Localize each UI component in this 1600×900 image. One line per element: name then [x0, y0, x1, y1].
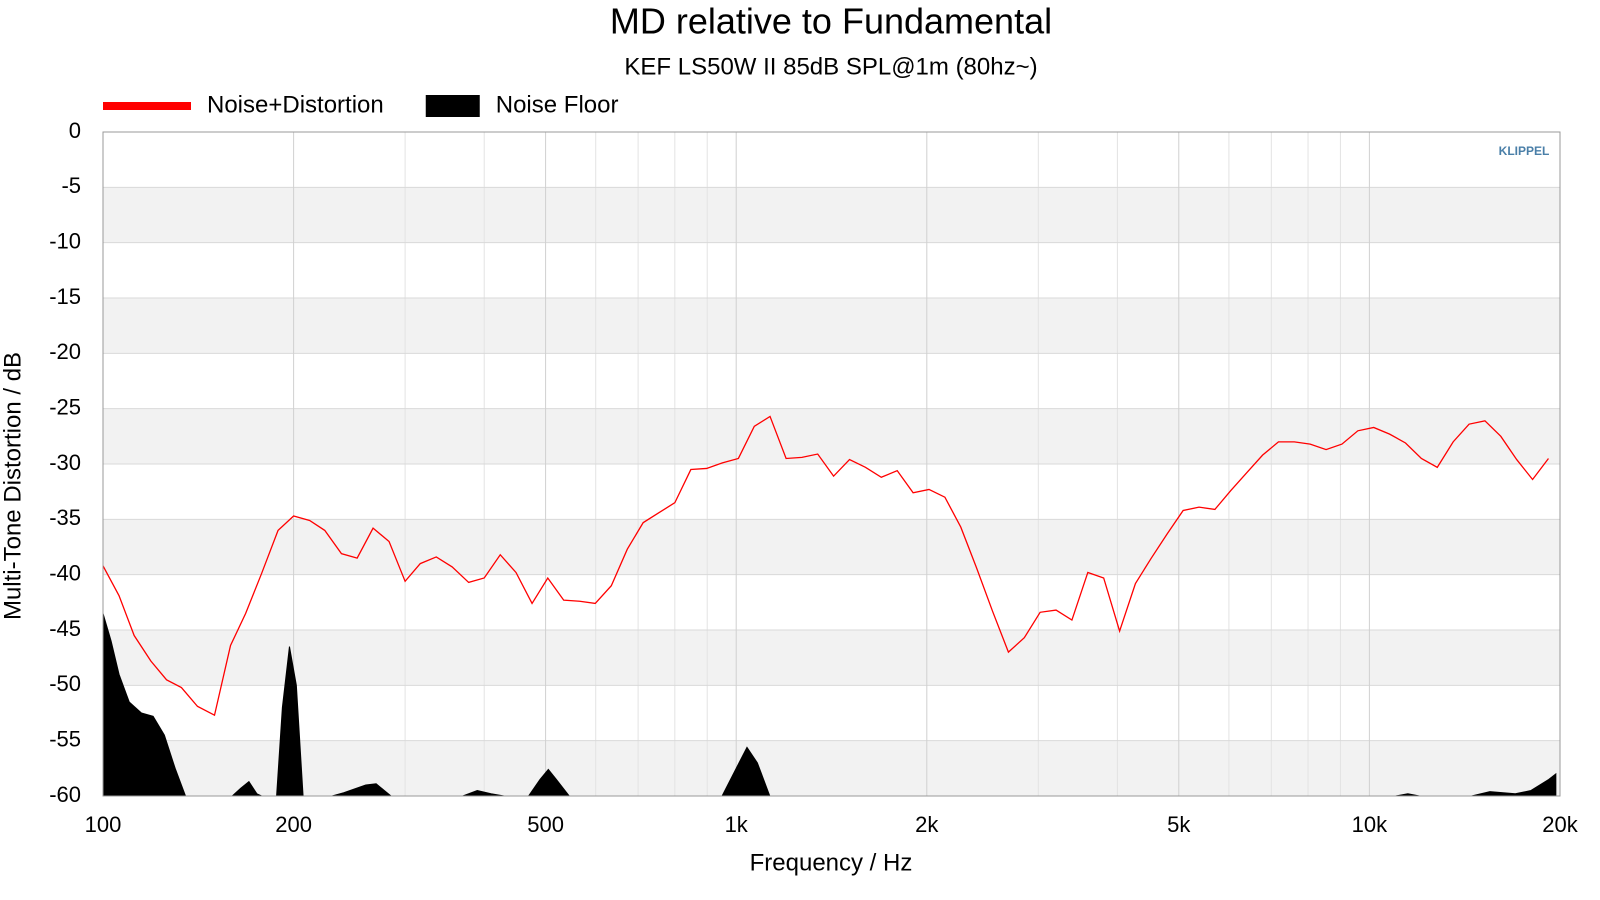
y-tick-label: -45	[49, 616, 81, 641]
y-tick-label: -5	[61, 173, 81, 198]
x-tick-label: 200	[275, 812, 312, 837]
x-tick-label: 20k	[1542, 812, 1578, 837]
y-tick-label: -20	[49, 339, 81, 364]
y-tick-label: -35	[49, 505, 81, 530]
y-tick-label: -30	[49, 450, 81, 475]
plot-frame	[102, 131, 1561, 797]
legend-swatch	[103, 102, 191, 110]
x-tick-label: 500	[527, 812, 564, 837]
plot-band	[103, 519, 1560, 575]
distortion-line	[102, 415, 1549, 717]
x-tick-label: 100	[85, 812, 122, 837]
y-tick-label: -15	[49, 284, 81, 309]
plot-band	[103, 740, 1560, 796]
legend-label: Noise Floor	[496, 91, 619, 118]
x-tick-label: 5k	[1167, 812, 1191, 837]
plot-band	[103, 408, 1560, 464]
x-tick-label: 2k	[915, 812, 939, 837]
y-tick-label: -10	[49, 228, 81, 253]
y-tick-label: -50	[49, 671, 81, 696]
y-tick-label: -55	[49, 726, 81, 751]
y-tick-label: -60	[49, 782, 81, 807]
y-axis-label: Multi-Tone Distortion / dB	[0, 352, 26, 620]
plot-band	[103, 630, 1560, 686]
legend-swatch	[425, 95, 480, 117]
watermark: KLIPPEL	[1499, 144, 1550, 158]
plot-band	[103, 298, 1560, 354]
legend-label: Noise+Distortion	[207, 91, 384, 118]
chart-title: MD relative to Fundamental	[610, 1, 1052, 42]
plot-band	[103, 187, 1560, 243]
x-tick-label: 1k	[725, 812, 749, 837]
y-tick-label: 0	[69, 118, 81, 143]
y-tick-label: -25	[49, 394, 81, 419]
x-axis-label: Frequency / Hz	[750, 849, 913, 876]
x-tick-label: 10k	[1352, 812, 1388, 837]
y-tick-label: -40	[49, 560, 81, 585]
chart-subtitle: KEF LS50W II 85dB SPL@1m (80hz~)	[624, 53, 1037, 80]
